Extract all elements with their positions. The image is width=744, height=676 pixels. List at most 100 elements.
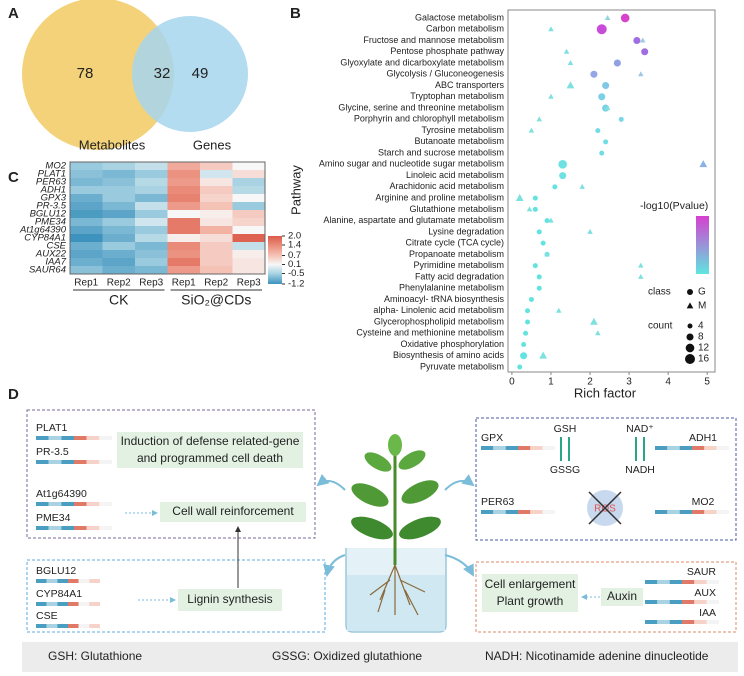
- heat-cell: [200, 218, 233, 227]
- gene-name: ADH1: [689, 432, 717, 444]
- heat-cell: [167, 250, 201, 259]
- auxin-label: Auxin: [607, 589, 637, 603]
- row-label: MO2: [45, 161, 66, 172]
- group-label: SiO₂@CDs: [181, 292, 251, 308]
- heat-cell: [102, 250, 136, 259]
- colorbar: [696, 216, 709, 274]
- point: [618, 116, 624, 122]
- heat-cell: [70, 178, 103, 187]
- row-label: GPX3: [41, 193, 67, 204]
- gene-strip: [48, 436, 62, 440]
- heat-cell: [167, 234, 201, 243]
- heat-cell: [232, 234, 266, 243]
- heat-cell: [167, 266, 201, 275]
- row-label: PER63: [36, 177, 67, 188]
- legend-title: count: [648, 321, 673, 332]
- footer-note: GSSG: Oxidized glutathione: [272, 649, 422, 663]
- y-tick-label: Glycine, serine and threonine metabolism: [338, 102, 504, 112]
- y-tick-label: Arachidonic acid metabolism: [389, 181, 504, 191]
- heat-cell: [70, 194, 103, 203]
- y-tick-label: Butanoate metabolism: [414, 136, 504, 146]
- heat-cell: [232, 218, 266, 227]
- gene-strip: [89, 624, 100, 628]
- gene-strip: [86, 460, 100, 464]
- heat-cell: [70, 218, 103, 227]
- column-label: Rep1: [74, 278, 98, 289]
- point: [523, 330, 529, 336]
- gene-strip: [518, 510, 531, 514]
- point: [620, 13, 630, 23]
- gene-strip: [36, 602, 47, 606]
- heat-cell: [200, 210, 233, 219]
- heat-cell: [232, 178, 266, 187]
- heat-cell: [102, 258, 136, 267]
- gene-strip: [706, 620, 719, 624]
- heat-cell: [167, 194, 201, 203]
- venn-count: 32: [154, 65, 171, 82]
- heat-cell: [167, 210, 201, 219]
- row-label: CSE: [46, 241, 66, 252]
- point: [587, 228, 593, 234]
- gene-strip: [692, 510, 705, 514]
- gene-strip: [36, 436, 49, 440]
- point: [528, 127, 535, 133]
- colorbar-label: 1.4: [288, 240, 301, 251]
- heatmap-frame: [69, 161, 266, 275]
- panel-label: D: [8, 386, 19, 403]
- gene-strip: [99, 526, 112, 530]
- heat-cell: [167, 218, 201, 227]
- set-label: Genes: [193, 137, 232, 152]
- colorbar-label: 0.7: [288, 250, 301, 261]
- legend-marker: [686, 302, 694, 309]
- y-tick-label: Pentose phosphate pathway: [390, 46, 504, 56]
- footer-bar: [22, 642, 738, 672]
- gene-strip: [667, 446, 680, 450]
- gene-strip: [682, 620, 695, 624]
- gene-strip: [86, 526, 100, 530]
- gene-strip: [36, 624, 47, 628]
- point: [539, 351, 548, 359]
- gene-strip: [694, 580, 707, 584]
- gene-strip: [89, 602, 100, 606]
- heat-cell: [70, 258, 103, 267]
- heat-cell: [102, 162, 136, 171]
- legend-label: G: [698, 287, 706, 298]
- gene-strip: [645, 620, 658, 624]
- gene-name: PLAT1: [36, 422, 67, 434]
- gene-name: PME34: [36, 512, 71, 524]
- legend-label: 8: [698, 332, 704, 343]
- heat-cell: [102, 178, 136, 187]
- y-tick-label: Arginine and proline metabolism: [375, 193, 504, 203]
- footer-note: NADH: Nicotinamide adenine dinucleotide: [485, 649, 709, 663]
- gene-strip: [694, 620, 707, 624]
- point: [590, 317, 598, 325]
- heat-cell: [135, 226, 168, 235]
- gene-name: CSE: [36, 610, 58, 622]
- defense-label: Induction of defense related-gene: [121, 434, 300, 448]
- panel-d: Induction of defense related-gene and pr…: [22, 409, 738, 672]
- point: [633, 36, 641, 45]
- gene-strip: [36, 502, 49, 506]
- y-tick-label: Biosynthesis of amino acids: [393, 350, 505, 360]
- reaction-arrows: [635, 437, 645, 461]
- gene-name: At1g64390: [36, 488, 87, 500]
- heat-cell: [200, 234, 233, 243]
- gene-strip: [669, 580, 682, 584]
- heat-cell: [70, 210, 103, 219]
- row-label: PLAT1: [38, 169, 66, 180]
- row-label: IAA7: [45, 257, 66, 268]
- gene-strip: [657, 620, 670, 624]
- heat-cell: [135, 218, 168, 227]
- heat-cell: [167, 186, 201, 195]
- heat-cell: [232, 194, 266, 203]
- point: [515, 193, 524, 201]
- group-label: CK: [109, 292, 129, 308]
- ros-cross: [588, 491, 622, 525]
- row-label: CYP84A1: [24, 233, 66, 244]
- panel-label: B: [290, 5, 301, 22]
- gene-strip: [667, 510, 680, 514]
- row-label: SAUR64: [29, 265, 66, 276]
- x-axis-label: Rich factor: [574, 385, 637, 400]
- gene-strip: [74, 502, 87, 506]
- y-tick-label: Propanoate metabolism: [409, 249, 504, 259]
